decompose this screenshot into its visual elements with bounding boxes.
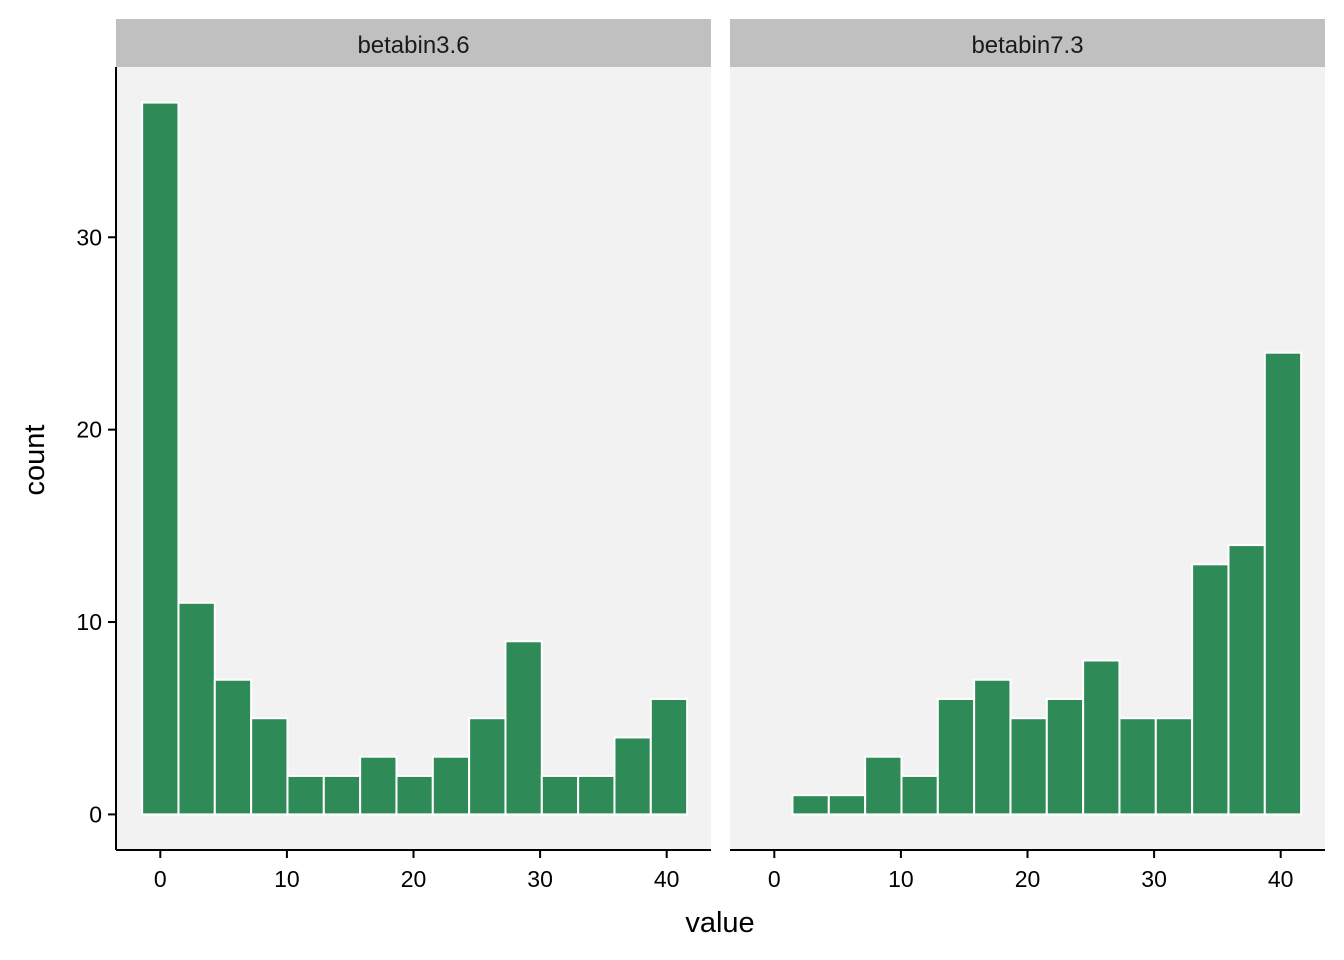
histogram-bar (286, 774, 325, 816)
histogram-bar (900, 774, 939, 816)
y-tick-label: 30 (76, 224, 102, 250)
histogram-bar (250, 717, 289, 816)
histogram-bar (1009, 717, 1048, 816)
y-axis-title: count (19, 425, 51, 496)
histogram-bar (141, 101, 180, 816)
x-tick-label: 20 (401, 866, 427, 892)
histogram-bar (1118, 717, 1157, 816)
facet-strip-label: betabin3.6 (357, 32, 469, 59)
facet-panels: betabin3.6 0 10 20 30 40 0 10 20 30 betabin7.3 0 10 2… (76, 19, 1325, 892)
facet-strip (116, 19, 711, 67)
histogram-bar (791, 794, 830, 816)
x-tick-label: 10 (888, 866, 914, 892)
histogram-bar (359, 755, 398, 816)
x-tick-label: 30 (527, 866, 553, 892)
facet-strip-label: betabin7.3 (971, 32, 1083, 59)
x-tick-label: 30 (1141, 866, 1167, 892)
histogram-bar (1154, 717, 1194, 816)
histogram-bar (395, 774, 434, 816)
x-axis-title: value (685, 907, 754, 939)
histogram-bar (577, 774, 616, 816)
histogram-bar (1263, 351, 1303, 816)
histogram-bar (1045, 697, 1085, 816)
histogram-bar (431, 755, 471, 816)
histogram-bar (1191, 563, 1230, 816)
x-tick-label: 0 (768, 866, 781, 892)
y-tick-label: 20 (76, 417, 102, 443)
histogram-bar (649, 697, 689, 816)
histogram-bar (177, 601, 216, 816)
histogram-bar (504, 640, 543, 816)
histogram-bar (1082, 659, 1121, 816)
histogram-bar (1227, 544, 1266, 816)
histogram-bar (468, 717, 507, 816)
histogram-bar (322, 774, 362, 816)
x-tick-label: 20 (1015, 866, 1041, 892)
x-tick-label: 10 (274, 866, 300, 892)
histogram-bar (827, 794, 867, 816)
histogram-bar (213, 678, 253, 816)
histogram-bar (864, 755, 903, 816)
y-tick-label: 10 (76, 609, 102, 635)
histogram-bar (540, 774, 580, 816)
histogram-bar (973, 678, 1012, 816)
histogram-bar (936, 697, 976, 816)
x-tick-label: 40 (654, 866, 680, 892)
facet-panel: betabin3.6 0 10 20 30 40 0 10 20 30 (76, 19, 711, 892)
facet-strip (730, 19, 1325, 67)
y-tick-label: 0 (89, 801, 102, 827)
x-tick-label: 0 (154, 866, 167, 892)
facet-panel: betabin7.3 0 10 20 30 40 (730, 19, 1325, 892)
x-tick-label: 40 (1268, 866, 1294, 892)
histogram-bar (613, 736, 652, 816)
